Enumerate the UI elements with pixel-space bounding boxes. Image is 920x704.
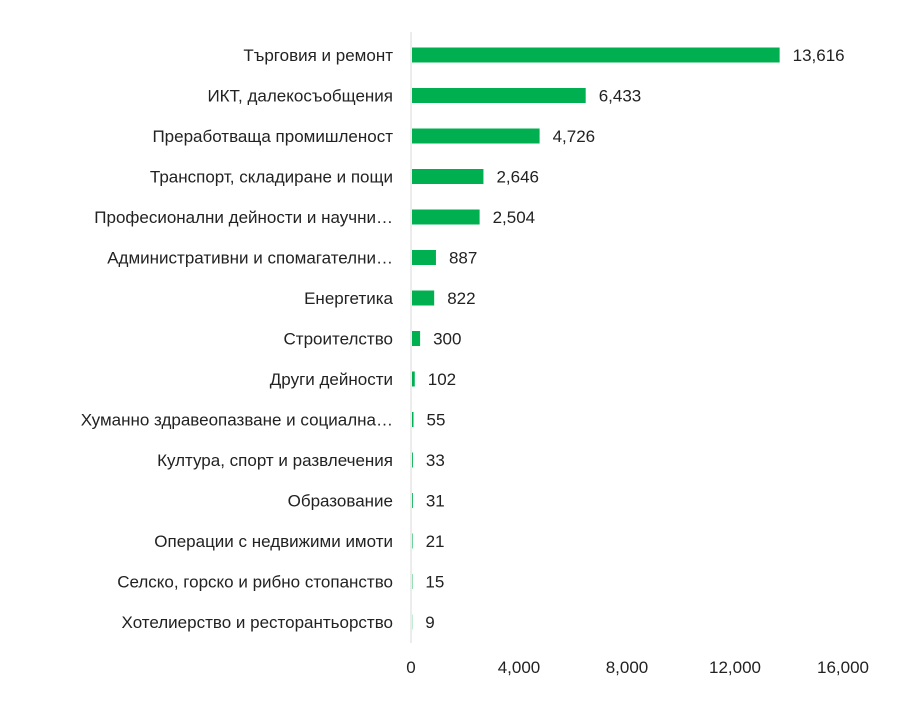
data-label: 13,616: [793, 46, 845, 65]
bar: [412, 48, 780, 63]
data-label: 2,646: [496, 168, 539, 187]
bar: [412, 250, 436, 265]
data-label: 4,726: [553, 127, 596, 146]
category-label: Култура, спорт и развлечения: [157, 451, 393, 470]
bar: [412, 453, 413, 468]
data-label: 887: [449, 249, 477, 268]
data-label: 9: [425, 613, 434, 632]
category-label: ИКТ, далекосъобщения: [207, 87, 393, 106]
bar: [412, 372, 415, 387]
bar: [412, 88, 586, 103]
x-tick-label: 0: [406, 658, 415, 677]
bar: [412, 534, 413, 549]
category-label: Други дейности: [270, 370, 393, 389]
category-label: Хуманно здравеопазване и социална…: [81, 411, 393, 430]
category-label: Селско, горско и рибно стопанство: [117, 573, 393, 592]
data-label: 6,433: [599, 87, 642, 106]
category-label: Операции с недвижими имоти: [154, 532, 393, 551]
data-label: 822: [447, 289, 475, 308]
data-label: 21: [426, 532, 445, 551]
bar: [412, 129, 540, 144]
bar: [412, 493, 413, 508]
x-tick-label: 16,000: [817, 658, 869, 677]
category-label: Професионални дейности и научни…: [94, 208, 393, 227]
x-axis-ticks-group: 0 4,000 8,000 12,000 16,000: [406, 658, 869, 677]
x-tick-label: 12,000: [709, 658, 761, 677]
category-label: Административни и спомагателни…: [107, 249, 393, 268]
category-label: Транспорт, складиране и пощи: [150, 168, 393, 187]
bar: [412, 331, 420, 346]
data-label: 15: [425, 573, 444, 592]
category-labels-group: Търговия и ремонт ИКТ, далекосъобщения Пре…: [81, 46, 394, 632]
bar: [412, 169, 483, 184]
data-label: 300: [433, 330, 461, 349]
bar: [412, 412, 413, 427]
category-label: Търговия и ремонт: [243, 46, 393, 65]
data-label: 31: [426, 492, 445, 511]
data-label: 33: [426, 451, 445, 470]
bars-group: [412, 48, 780, 630]
data-label: 102: [428, 370, 456, 389]
category-label: Хотелиерство и ресторантьорство: [122, 613, 393, 632]
data-label: 2,504: [493, 208, 536, 227]
category-label: Преработваща промишленост: [152, 127, 393, 146]
data-label: 55: [426, 411, 445, 430]
bar: [412, 291, 434, 306]
bar: [412, 210, 480, 225]
x-tick-label: 4,000: [498, 658, 541, 677]
category-label: Строителство: [284, 330, 393, 349]
category-label: Енергетика: [304, 289, 393, 308]
x-tick-label: 8,000: [606, 658, 649, 677]
category-label: Образование: [288, 492, 393, 511]
